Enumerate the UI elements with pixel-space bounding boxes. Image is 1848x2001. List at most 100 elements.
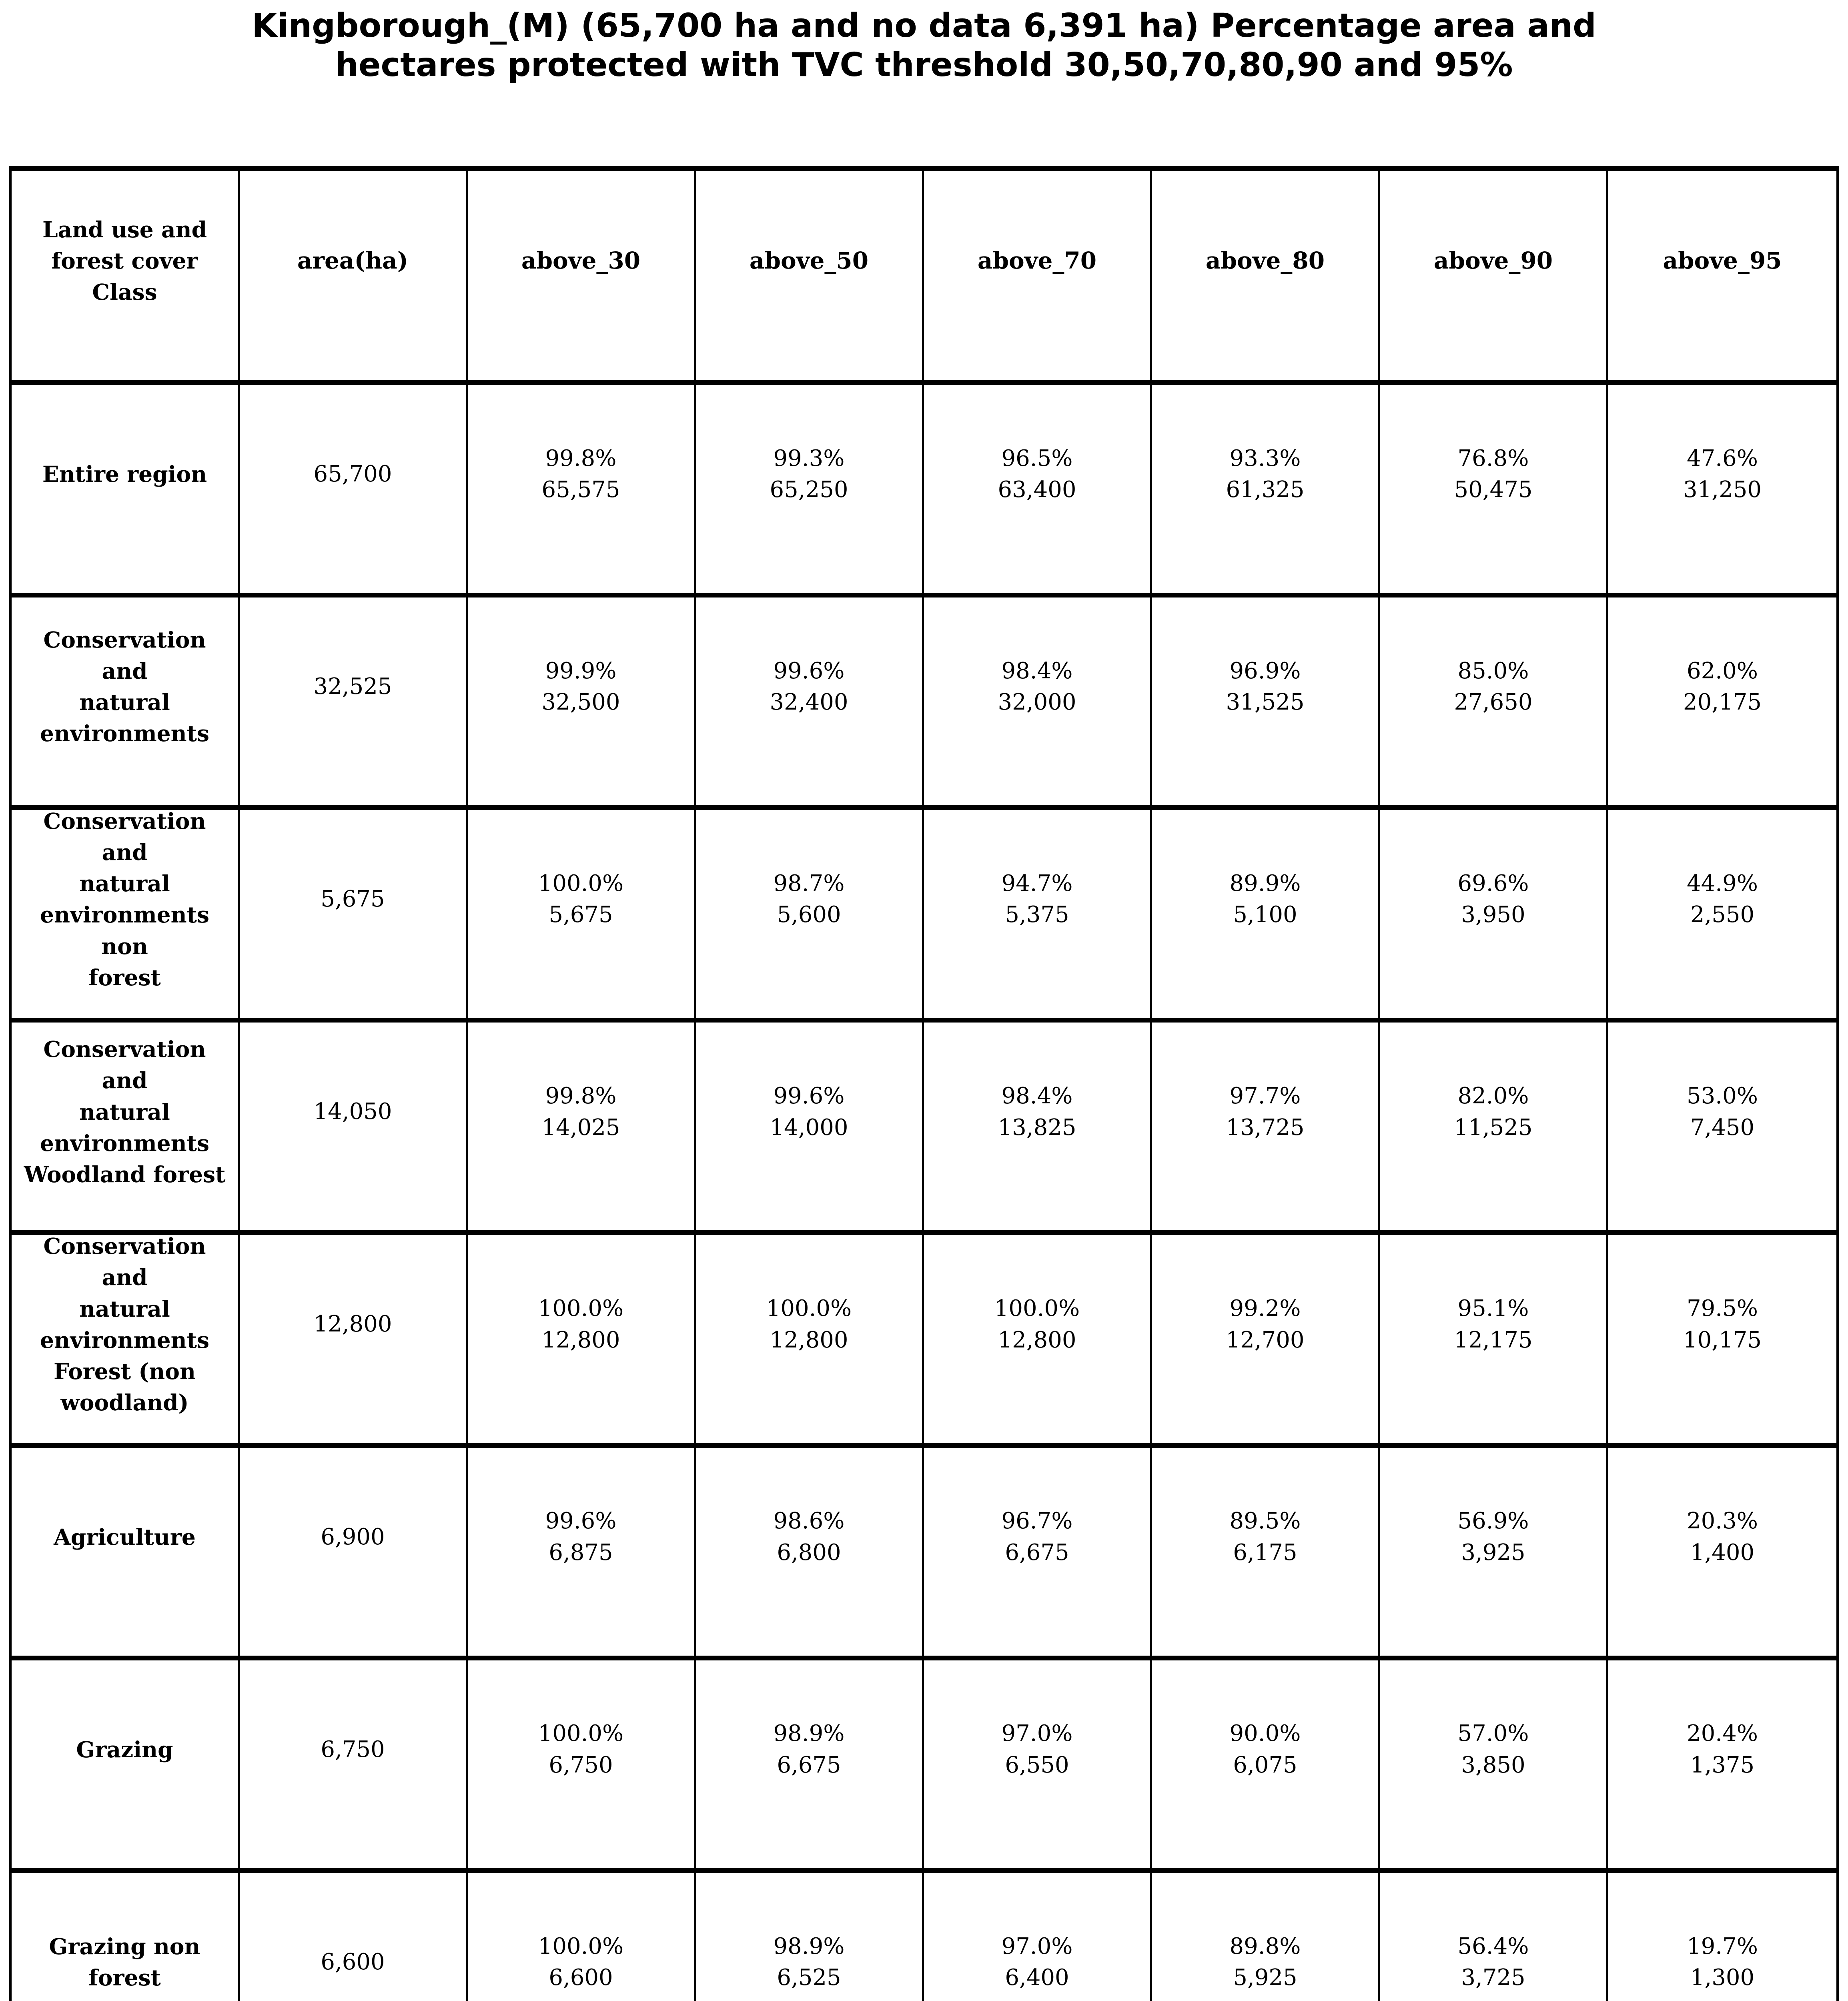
land-use-tvc-table: Land use and forest cover Class area(ha) a… [9,166,1839,2001]
area-value: 14,050 [313,1099,392,1125]
header-label: Land use and forest cover Class [42,216,207,305]
data-cell: 99.3% 65,250 [696,385,924,598]
area-cell: 6,600 [240,1873,468,2001]
hectares-value: 32,400 [770,689,848,716]
area-value: 5,675 [321,886,385,912]
area-value: 12,800 [313,1311,392,1337]
percent-value: 19.7% [1687,1933,1758,1959]
data-cell: 99.6% 6,875 [468,1448,696,1660]
percent-value: 99.8% [545,445,617,471]
data-cell: 96.5% 63,400 [924,385,1152,598]
percent-value: 89.5% [1229,1508,1301,1534]
header-label: above_90 [1433,247,1553,275]
percent-value: 98.9% [773,1933,845,1959]
percent-value: 94.7% [1001,870,1073,897]
percent-value: 99.6% [773,1083,845,1109]
hectares-value: 3,850 [1461,1752,1525,1778]
data-cell: 89.8% 5,925 [1152,1873,1380,2001]
data-cell: 76.8% 50,475 [1380,385,1608,598]
data-cell: 85.0% 27,650 [1380,597,1608,810]
data-cell: 19.7% 1,300 [1608,1873,1836,2001]
header-cell: Land use and forest cover Class [12,171,240,385]
hectares-value: 6,875 [549,1539,613,1566]
hectares-value: 5,375 [1005,902,1069,928]
header-cell: above_95 [1608,171,1836,385]
header-label: above_95 [1663,247,1782,275]
data-cell: 98.9% 6,525 [696,1873,924,2001]
header-cell: above_90 [1380,171,1608,385]
hectares-value: 10,175 [1683,1327,1762,1353]
hectares-value: 12,800 [998,1327,1076,1353]
hectares-value: 6,675 [777,1752,841,1778]
percent-value: 47.6% [1687,445,1758,471]
percent-value: 99.8% [545,1083,617,1109]
percent-value: 79.5% [1687,1295,1758,1322]
row-label: Conservation and natural environments [40,627,210,747]
percent-value: 44.9% [1687,870,1758,897]
row-label: Conservation and natural environments Fo… [40,1235,210,1416]
percent-value: 100.0% [766,1295,852,1322]
percent-value: 82.0% [1457,1083,1529,1109]
data-cell: 20.4% 1,375 [1608,1660,1836,1873]
data-cell: 44.9% 2,550 [1608,810,1836,1023]
row-label: Grazing non forest [49,1933,200,1991]
header-cell: above_30 [468,171,696,385]
header-cell: above_80 [1152,171,1380,385]
percent-value: 96.7% [1001,1508,1073,1534]
hectares-value: 6,750 [549,1752,613,1778]
percent-value: 69.6% [1457,870,1529,897]
percent-value: 90.0% [1229,1720,1301,1747]
row-label-cell: Agriculture [12,1448,240,1660]
data-cell: 69.6% 3,950 [1380,810,1608,1023]
hectares-value: 7,450 [1690,1114,1755,1141]
row-label-cell: Conservation and natural environments Wo… [12,1023,240,1235]
percent-value: 96.5% [1001,445,1073,471]
hectares-value: 61,325 [1226,477,1305,503]
page-title-line1: Kingborough_(M) (65,700 ha and no data 6… [252,7,1596,45]
hectares-value: 5,600 [777,902,841,928]
hectares-value: 12,700 [1226,1327,1305,1353]
data-cell: 98.4% 13,825 [924,1023,1152,1235]
data-cell: 96.7% 6,675 [924,1448,1152,1660]
hectares-value: 20,175 [1683,689,1762,716]
percent-value: 95.1% [1457,1295,1529,1322]
data-cell: 100.0% 5,675 [468,810,696,1023]
row-label: Conservation and natural environments Wo… [24,1036,226,1187]
hectares-value: 3,925 [1461,1539,1525,1566]
hectares-value: 6,175 [1233,1539,1297,1566]
percent-value: 98.7% [773,870,845,897]
area-cell: 6,750 [240,1660,468,1873]
percent-value: 98.6% [773,1508,845,1534]
data-cell: 99.9% 32,500 [468,597,696,810]
data-cell: 99.8% 65,575 [468,385,696,598]
hectares-value: 32,000 [998,689,1076,716]
hectares-value: 6,400 [1005,1964,1069,1991]
hectares-value: 14,000 [770,1114,848,1141]
hectares-value: 1,300 [1690,1964,1755,1991]
row-label: Grazing [76,1736,173,1762]
row-label: Agriculture [54,1524,196,1550]
percent-value: 76.8% [1457,445,1529,471]
row-label: Entire region [42,461,207,487]
percent-value: 99.3% [773,445,845,471]
percent-value: 100.0% [538,1933,624,1959]
hectares-value: 65,250 [770,477,848,503]
area-value: 6,900 [321,1524,385,1550]
data-cell: 97.7% 13,725 [1152,1023,1380,1235]
data-cell: 82.0% 11,525 [1380,1023,1608,1235]
percent-value: 99.6% [545,1508,617,1534]
hectares-value: 32,500 [541,689,620,716]
hectares-value: 12,800 [770,1327,848,1353]
data-cell: 99.6% 32,400 [696,597,924,810]
area-cell: 14,050 [240,1023,468,1235]
data-cell: 89.5% 6,175 [1152,1448,1380,1660]
area-cell: 12,800 [240,1235,468,1448]
data-cell: 90.0% 6,075 [1152,1660,1380,1873]
area-value: 32,525 [313,674,392,700]
hectares-value: 1,375 [1690,1752,1755,1778]
row-label-cell: Grazing [12,1660,240,1873]
percent-value: 99.6% [773,658,845,684]
header-label: above_80 [1205,247,1325,275]
hectares-value: 27,650 [1454,689,1533,716]
hectares-value: 6,525 [777,1964,841,1991]
